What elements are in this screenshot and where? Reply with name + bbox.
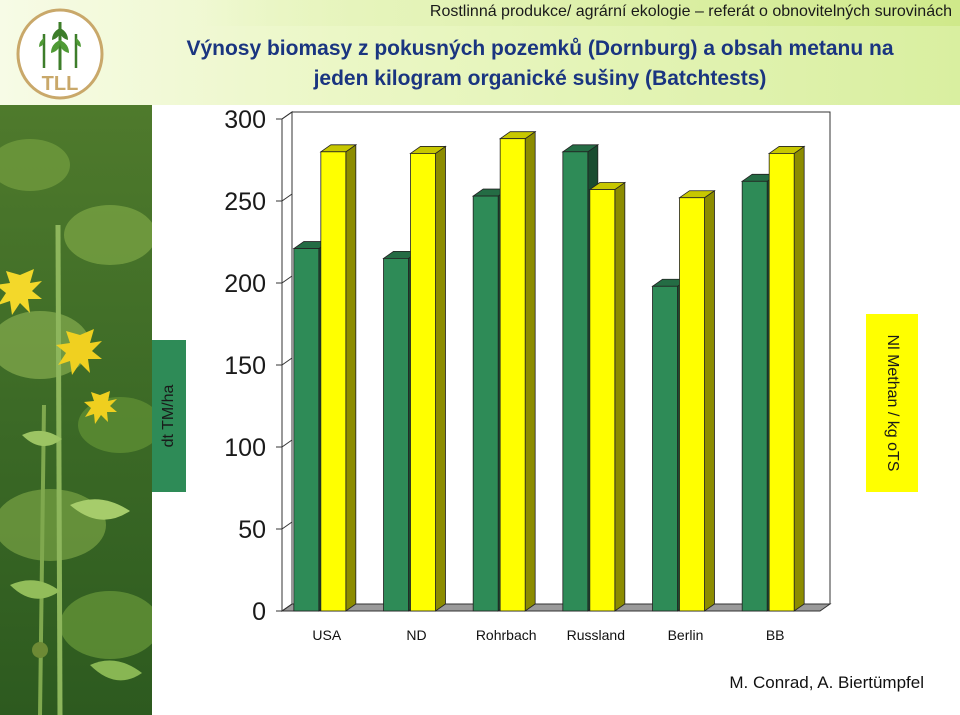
y-tick-label: 250	[224, 188, 266, 216]
y-tick-depth-line	[281, 275, 293, 284]
bar-series2-berlin	[678, 189, 716, 612]
x-category-label: ND	[406, 627, 426, 643]
x-category-label: USA	[312, 627, 341, 643]
y-tick-depth-line	[281, 521, 293, 530]
y-tick-depth-line	[281, 439, 293, 448]
x-category-label: Berlin	[668, 627, 704, 643]
bar-series2-nd	[409, 145, 447, 612]
title-line-2: jeden kilogram organické sušiny (Batchte…	[313, 67, 767, 90]
y-tick-depth-line	[281, 111, 293, 120]
title-line-1: Výnosy biomasy z pokusných pozemků (Dorn…	[186, 37, 894, 60]
y-tick-depth-line	[281, 603, 293, 612]
y-tick-label: 150	[224, 352, 266, 380]
logo-text: TLL	[42, 73, 79, 95]
x-category-label: Russland	[567, 627, 625, 643]
bar-series2-rohrbach	[498, 130, 537, 612]
y-tick-label: 0	[252, 598, 266, 626]
y-axis-label-left: dt TM/ha	[152, 340, 186, 492]
y-tick-label: 200	[224, 270, 266, 298]
y-tick-depth-line	[281, 193, 293, 202]
x-category-label: BB	[766, 627, 785, 643]
sunflower-plant-photo	[0, 105, 152, 715]
y-tick-label: 100	[224, 434, 266, 462]
bar-series2-usa	[319, 144, 358, 612]
header-band: Rostlinná produkce/ agrární ekologie – r…	[200, 0, 960, 26]
y-tick-depth-line	[281, 357, 293, 366]
bar-series2-russland	[588, 181, 627, 612]
author-credit: M. Conrad, A. Biertümpfel	[729, 673, 924, 692]
page-title: Výnosy biomasy z pokusných pozemků (Dorn…	[120, 34, 960, 94]
wheat-logo-icon: TLL	[16, 8, 104, 100]
header-text: Rostlinná produkce/ agrární ekologie – r…	[429, 3, 952, 20]
bar-series2-bb	[767, 145, 806, 612]
y-axis-label-right: Nl Methan / kg oTS	[866, 314, 918, 492]
y-tick-label: 50	[238, 516, 266, 544]
x-category-label: Rohrbach	[476, 627, 537, 643]
plot-back-wall	[291, 111, 831, 605]
y-tick-label: 300	[224, 106, 266, 134]
